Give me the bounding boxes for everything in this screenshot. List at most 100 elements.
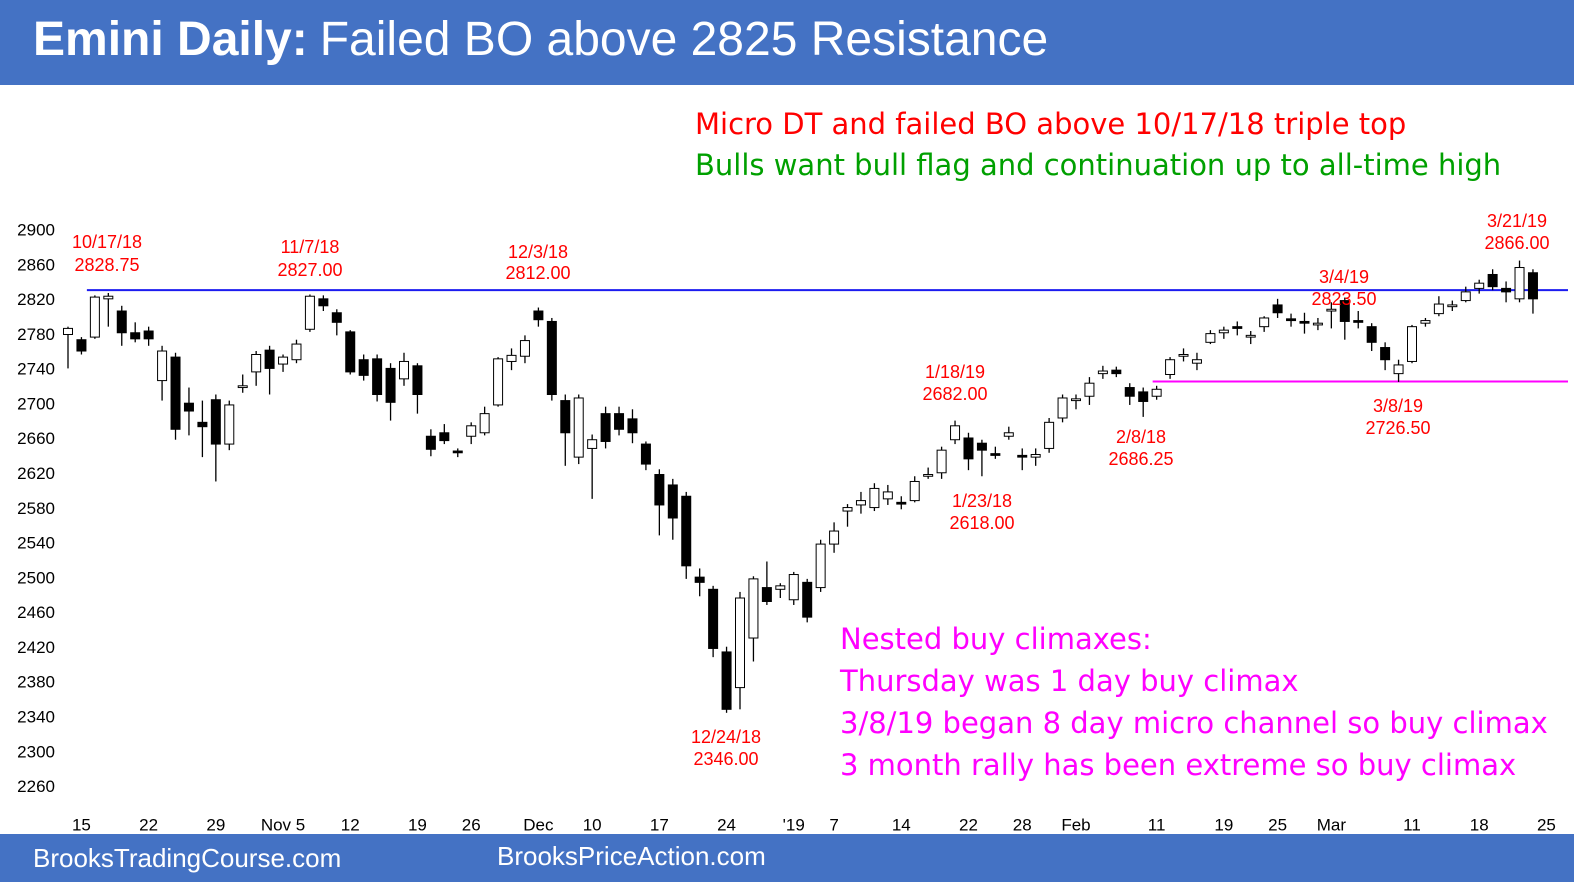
candle-body: [1097, 370, 1108, 375]
x-tick-label: 19: [1214, 815, 1233, 834]
candle-body: [1111, 369, 1122, 375]
candle-body: [1380, 347, 1391, 361]
candle-body: [560, 400, 571, 434]
y-tick-label: 2620: [17, 464, 55, 483]
candle-body: [1312, 322, 1323, 326]
candle-body: [116, 310, 127, 334]
candle-body: [439, 432, 450, 442]
candle-body: [1218, 329, 1229, 334]
footer-left: BrooksTradingCourse.com: [33, 843, 341, 873]
x-tick-label: Mar: [1317, 815, 1347, 834]
candle-body: [842, 507, 853, 512]
x-tick-label: 14: [892, 815, 911, 834]
annotation-date: 12/3/18: [508, 242, 568, 262]
candle-body: [802, 581, 813, 618]
candle-body: [197, 421, 208, 428]
candle-body: [493, 358, 504, 406]
x-tick-label: 22: [139, 815, 158, 834]
note: Micro DT and failed BO above 10/17/18 tr…: [695, 107, 1406, 141]
candle-body: [909, 480, 920, 502]
candle-body: [855, 500, 866, 506]
y-tick-label: 2380: [17, 673, 55, 692]
candle-body: [1245, 334, 1256, 338]
candle-body: [76, 339, 87, 352]
candle-body: [1178, 353, 1189, 357]
candle-body: [1030, 454, 1041, 458]
candle-body: [600, 413, 611, 442]
y-tick-label: 2860: [17, 255, 55, 274]
candle-body: [130, 332, 141, 340]
candle-body: [667, 484, 678, 519]
candle-body: [358, 359, 369, 376]
footer-center: BrooksPriceAction.com: [497, 841, 766, 871]
candle-body: [519, 340, 530, 357]
candle-body: [869, 487, 880, 509]
candle-body: [963, 437, 974, 460]
candle-body: [761, 587, 772, 602]
y-tick-label: 2660: [17, 429, 55, 448]
candle-body: [627, 418, 638, 434]
candle-body: [1339, 300, 1350, 322]
x-tick-label: 12: [341, 815, 360, 834]
y-tick-label: 2780: [17, 325, 55, 344]
candle-body: [950, 425, 961, 441]
candle-body: [775, 585, 786, 590]
candle-body: [1393, 364, 1404, 375]
candle-body: [506, 354, 517, 362]
candle-body: [331, 312, 342, 323]
candle-body: [1017, 454, 1028, 458]
x-tick-label: '19: [783, 815, 805, 834]
candle-body: [452, 450, 463, 454]
candle-body: [251, 353, 262, 373]
annotation-date: 3/8/19: [1373, 396, 1423, 416]
note: Bulls want bull flag and continuation up…: [695, 148, 1501, 182]
footer-band: [0, 834, 1574, 882]
candle-body: [829, 530, 840, 545]
annotation-price: 2726.50: [1365, 418, 1430, 438]
annotation-date: 12/24/18: [691, 727, 761, 747]
candle-body: [1003, 432, 1014, 437]
y-tick-label: 2500: [17, 568, 55, 587]
candle-body: [1232, 326, 1243, 329]
candle-body: [210, 399, 221, 445]
y-tick-label: 2460: [17, 603, 55, 622]
header-band: [0, 0, 1574, 85]
annotation-date: 11/7/18: [281, 237, 340, 257]
candle-body: [170, 356, 181, 430]
chart-title: Emini Daily: Failed BO above 2825 Resista…: [33, 13, 1048, 66]
candle-body: [1084, 382, 1095, 397]
x-tick-label: 28: [1013, 815, 1032, 834]
candle-body: [1071, 398, 1081, 402]
annotation-date: 1/23/18: [952, 491, 1012, 511]
x-tick-label: 22: [959, 815, 978, 834]
candle-body: [694, 576, 705, 583]
candle-body: [882, 491, 893, 500]
candle-body: [936, 449, 947, 474]
y-tick-label: 2900: [17, 220, 55, 239]
annotation-price: 2827.00: [277, 260, 342, 280]
x-tick-label: 11: [1148, 815, 1166, 834]
y-tick-label: 2700: [17, 394, 55, 413]
x-tick-label: Nov 5: [261, 815, 305, 834]
candle-body: [1165, 359, 1176, 375]
candle-body: [1487, 273, 1498, 288]
candle-body: [1420, 320, 1431, 324]
candle-body: [1191, 359, 1202, 364]
candle-body: [1044, 421, 1055, 449]
annotation-price: 2618.00: [949, 513, 1014, 533]
candle-body: [237, 385, 248, 389]
candle-body: [721, 651, 732, 710]
annotation-date: 10/17/18: [72, 232, 142, 252]
x-tick-label: 17: [650, 815, 669, 834]
annotation-price: 2812.00: [505, 263, 570, 283]
candle-body: [157, 350, 168, 382]
candle-body: [1514, 267, 1525, 300]
candle-body: [1366, 326, 1377, 343]
y-tick-label: 2420: [17, 638, 55, 657]
y-tick-label: 2260: [17, 777, 55, 796]
candle-body: [103, 295, 114, 300]
candle-body: [385, 367, 396, 403]
candle-body: [1138, 391, 1149, 402]
candle-body: [748, 578, 759, 639]
